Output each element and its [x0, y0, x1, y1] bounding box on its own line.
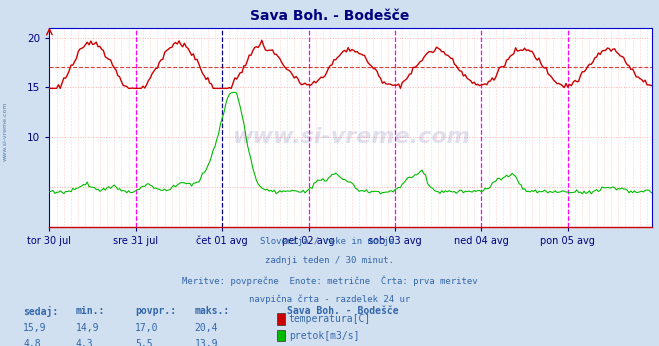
- Text: Meritve: povprečne  Enote: metrične  Črta: prva meritev: Meritve: povprečne Enote: metrične Črta:…: [182, 275, 477, 285]
- Text: temperatura[C]: temperatura[C]: [289, 315, 371, 324]
- Text: 13,9: 13,9: [194, 339, 218, 346]
- Text: 15,9: 15,9: [23, 323, 47, 333]
- Text: navpična črta - razdelek 24 ur: navpična črta - razdelek 24 ur: [249, 294, 410, 303]
- Text: 4,8: 4,8: [23, 339, 41, 346]
- Text: 17,0: 17,0: [135, 323, 159, 333]
- Text: povpr.:: povpr.:: [135, 306, 176, 316]
- Text: pretok[m3/s]: pretok[m3/s]: [289, 331, 359, 341]
- Text: 4,3: 4,3: [76, 339, 94, 346]
- Text: www.si-vreme.com: www.si-vreme.com: [232, 127, 470, 147]
- Text: maks.:: maks.:: [194, 306, 229, 316]
- Text: zadnji teden / 30 minut.: zadnji teden / 30 minut.: [265, 256, 394, 265]
- Text: www.si-vreme.com: www.si-vreme.com: [3, 102, 8, 161]
- Text: 5,5: 5,5: [135, 339, 153, 346]
- Text: Slovenija / reke in morje.: Slovenija / reke in morje.: [260, 237, 399, 246]
- Text: min.:: min.:: [76, 306, 105, 316]
- Text: 14,9: 14,9: [76, 323, 100, 333]
- Text: Sava Boh. - Bodešče: Sava Boh. - Bodešče: [250, 9, 409, 22]
- Text: 20,4: 20,4: [194, 323, 218, 333]
- Text: Sava Boh. - Bodešče: Sava Boh. - Bodešče: [287, 306, 398, 316]
- Text: sedaj:: sedaj:: [23, 306, 58, 317]
